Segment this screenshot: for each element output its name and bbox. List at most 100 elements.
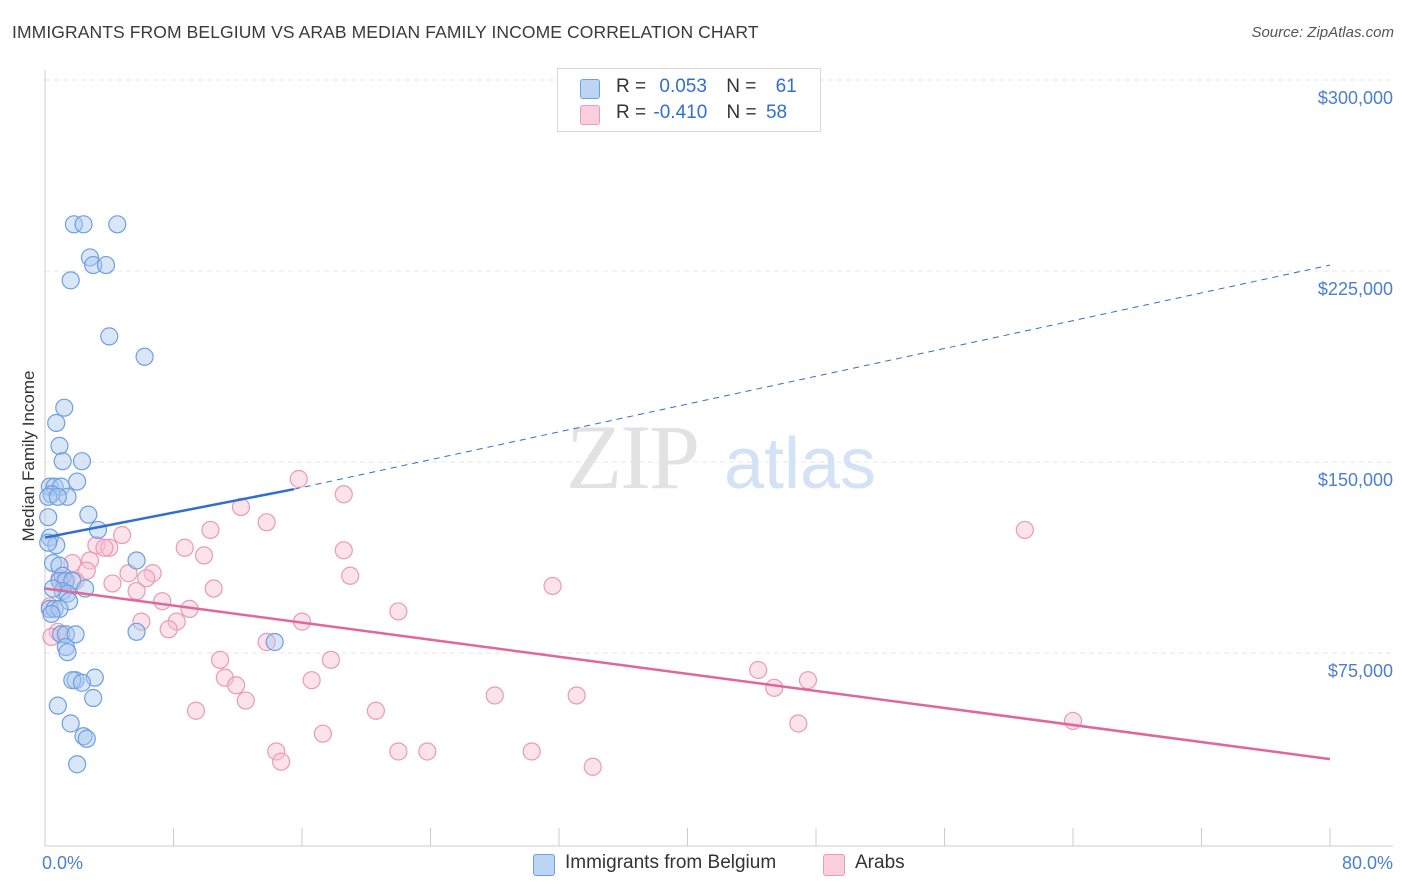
y-axis-label: Median Family Income (19, 370, 38, 541)
belgium-point (51, 477, 71, 496)
belgium-point (88, 520, 108, 540)
belgium-point (50, 556, 69, 575)
belgium-trend-line (44, 487, 295, 539)
arabs-point (236, 691, 255, 710)
arabs-point (798, 671, 818, 690)
arabs-point (334, 541, 353, 560)
watermark: ZIP atlas (566, 406, 876, 508)
arabs-point (201, 520, 220, 540)
belgium-point (265, 632, 284, 652)
belgium-point (64, 215, 84, 234)
arabs-point (175, 538, 194, 557)
legend-n-label: N = (726, 76, 757, 97)
arabs-point (127, 581, 146, 601)
belgium-point (84, 255, 103, 275)
belgium-point (39, 533, 58, 552)
bottom-legend-swatch-belgium (533, 854, 555, 876)
belgium-point (66, 625, 85, 644)
belgium-point (100, 327, 119, 346)
belgium-point (74, 727, 93, 746)
arabs-point (186, 701, 206, 720)
legend-n-value: 58 (765, 102, 788, 123)
bottom-legend-label-arabs: Arabs (855, 852, 905, 873)
y-tick-label: $150,000 (1318, 470, 1393, 490)
belgium-point (68, 472, 87, 491)
arabs-point (267, 742, 286, 761)
arabs-point (313, 724, 332, 743)
x-max-label: 80.0% (1342, 853, 1393, 873)
belgium-point (72, 452, 92, 471)
arabs-point (321, 650, 341, 669)
belgium-point (108, 215, 127, 234)
belgium-point (84, 688, 103, 708)
arabs-point (289, 469, 308, 489)
arabs-point (765, 678, 784, 697)
belgium-point (50, 436, 69, 455)
arabs-point (272, 752, 291, 771)
watermark-atlas: atlas (724, 424, 876, 504)
grid-lines (45, 79, 1393, 654)
arabs-point (418, 742, 437, 761)
belgium-point (77, 729, 96, 748)
bottom-legend-label-belgium: Immigrants from Belgium (565, 852, 777, 873)
arabs-point (341, 566, 360, 585)
belgium-point (56, 625, 75, 644)
arabs-point (132, 612, 151, 631)
arabs-point (485, 686, 504, 705)
belgium-trend-extension (293, 264, 1331, 490)
legend-r-label: R = (616, 76, 647, 97)
belgium-point (68, 755, 87, 774)
belgium-point (135, 347, 154, 366)
belgium-point (53, 452, 72, 471)
arabs-point (749, 660, 768, 680)
arabs-point (583, 757, 602, 776)
arabs-point (389, 602, 408, 621)
correlation-legend: R = 0.053 N = 61 R = -0.410 N = 58 (557, 68, 821, 132)
watermark-zip: ZIP (566, 406, 698, 508)
belgium-point (61, 271, 80, 290)
arabs-point (789, 714, 808, 733)
arabs-point (366, 701, 385, 720)
arabs-points (40, 469, 1083, 776)
arabs-point (95, 538, 114, 557)
arabs-point (334, 485, 353, 504)
arabs-point (100, 538, 119, 557)
legend-swatch-belgium (580, 79, 600, 99)
legend-swatch-arabs (580, 105, 600, 125)
belgium-point (58, 487, 77, 506)
arabs-point (302, 671, 321, 690)
axes (44, 70, 1393, 847)
belgium-point (48, 487, 67, 506)
belgium-point (72, 673, 92, 692)
source-label: Source: ZipAtlas.com (1251, 24, 1394, 41)
arabs-trend-line (44, 587, 1331, 761)
arabs-point (522, 742, 541, 761)
arabs-point (80, 551, 100, 570)
belgium-point (96, 255, 116, 275)
legend-r-label: R = (616, 102, 647, 123)
arabs-point (204, 579, 223, 598)
legend-n-value: 61 (775, 76, 797, 97)
belgium-point (39, 508, 58, 527)
belgium-point (127, 622, 146, 641)
arabs-point (77, 561, 96, 580)
chart-title: IMMIGRANTS FROM BELGIUM VS ARAB MEDIAN F… (12, 22, 759, 42)
belgium-points (39, 215, 284, 774)
arabs-point (194, 546, 214, 565)
x-min-label: 0.0% (42, 853, 83, 873)
arabs-point (543, 576, 562, 596)
bottom-legend-swatch-arabs (823, 854, 845, 876)
arabs-point (257, 513, 276, 532)
belgium-point (47, 413, 66, 433)
belgium-point (74, 215, 93, 234)
belgium-point (55, 398, 74, 417)
arabs-point (1015, 520, 1034, 540)
y-tick-label: $225,000 (1318, 279, 1393, 299)
arabs-point (153, 592, 172, 611)
arabs-point (159, 620, 178, 639)
belgium-point (79, 505, 98, 524)
arabs-point (137, 569, 156, 588)
belgium-point (42, 604, 61, 624)
legend-r-value: -0.410 (653, 102, 708, 123)
